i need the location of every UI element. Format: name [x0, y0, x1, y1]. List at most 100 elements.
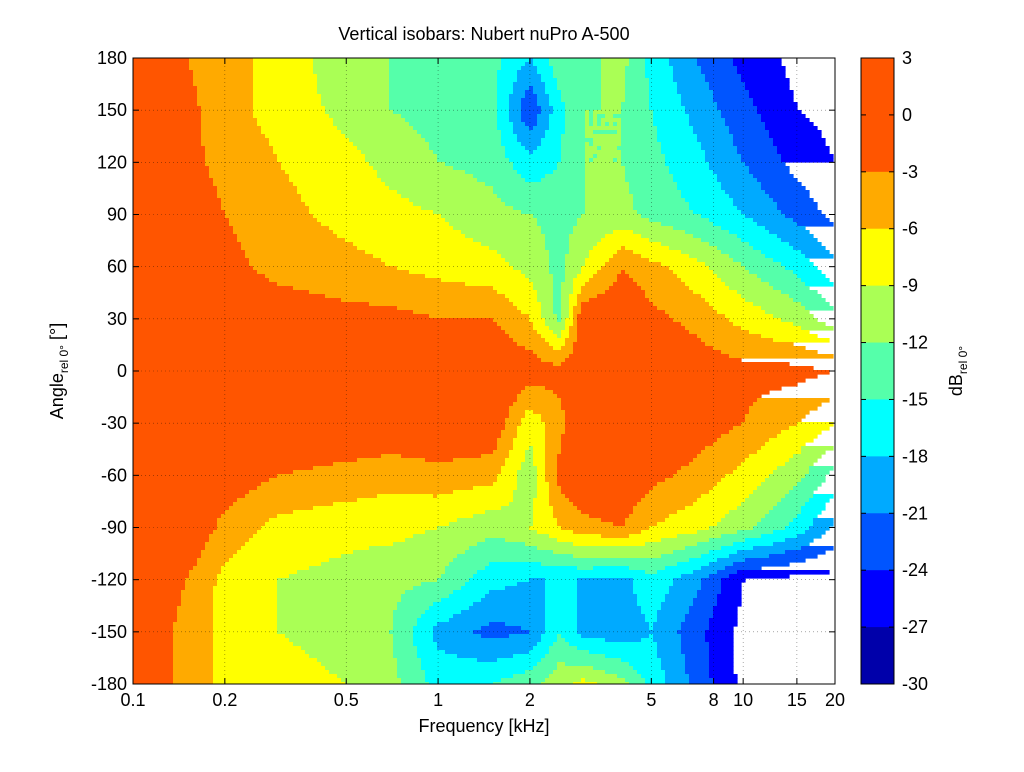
contour-cell [753, 102, 798, 107]
contour-cell [313, 70, 390, 75]
contour-cell [413, 638, 434, 643]
contour-cell [781, 498, 810, 503]
contour-cell [549, 498, 570, 503]
contour-cell [573, 230, 614, 235]
contour-cell [497, 658, 542, 663]
contour-cell [505, 202, 586, 207]
contour-cell [757, 450, 802, 455]
contour-cell [697, 590, 722, 595]
contour-cell [577, 314, 670, 319]
contour-cell [425, 274, 526, 279]
contour-cell [393, 622, 418, 627]
contour-cell [533, 126, 550, 131]
contour-cell [193, 566, 222, 571]
contour-cell [505, 586, 546, 591]
contour-cell [565, 102, 602, 107]
contour-cell [369, 302, 514, 307]
contour-cell [277, 590, 406, 595]
contour-cell [477, 658, 498, 663]
contour-cell [209, 170, 286, 175]
contour-plot-area [133, 58, 834, 684]
contour-cell [461, 610, 546, 615]
contour-cell [537, 98, 550, 103]
contour-cell [277, 578, 438, 583]
contour-cell [177, 606, 214, 611]
contour-cell [577, 578, 634, 583]
contour-cell [645, 570, 658, 575]
contour-cell [213, 178, 290, 183]
contour-cell [585, 150, 622, 155]
contour-cell [733, 198, 774, 203]
contour-cell [705, 342, 794, 347]
contour-cell [445, 566, 486, 571]
contour-cell [213, 630, 278, 635]
contour-cell [729, 574, 790, 579]
contour-cell [689, 610, 714, 615]
contour-cell [585, 110, 590, 115]
contour-cell [473, 630, 530, 635]
contour-cell [593, 246, 622, 251]
contour-cell [645, 542, 698, 547]
contour-cell [625, 78, 650, 83]
contour-cell [225, 510, 294, 515]
contour-cell [545, 474, 558, 479]
contour-cell [329, 226, 454, 231]
contour-cell [277, 618, 394, 623]
contour-cell [717, 178, 758, 183]
contour-cell [645, 70, 674, 75]
contour-cell [805, 306, 834, 311]
contour-cell [433, 602, 474, 607]
contour-cell [693, 602, 718, 607]
contour-cell [397, 306, 518, 311]
contour-cell [525, 410, 534, 415]
contour-cell [521, 626, 546, 631]
contour-cell [205, 150, 274, 155]
contour-cell [577, 602, 638, 607]
contour-cell [569, 314, 574, 319]
contour-cell [301, 194, 402, 199]
contour-cell [565, 258, 586, 263]
contour-cell [493, 186, 586, 191]
contour-cell [577, 626, 650, 631]
contour-cell [625, 270, 674, 275]
contour-cell [533, 498, 550, 503]
contour-cell [201, 106, 254, 111]
contour-cell [133, 458, 358, 463]
contour-cell [573, 278, 590, 283]
contour-cell [553, 306, 562, 311]
contour-cell [537, 642, 554, 647]
contour-cell [517, 398, 562, 403]
contour-cell [717, 558, 746, 563]
contour-cell [669, 266, 710, 271]
contour-cell [537, 482, 550, 487]
contour-cell [549, 262, 566, 267]
contour-cell [537, 466, 546, 471]
contour-cell [773, 338, 830, 343]
contour-cell [253, 98, 322, 103]
contour-cell [333, 462, 506, 467]
contour-cell [685, 198, 734, 203]
contour-cell [769, 282, 806, 287]
contour-cell [653, 622, 682, 627]
contour-cell [513, 130, 546, 135]
contour-cell [693, 130, 730, 135]
contour-cell [321, 562, 450, 567]
contour-cell [633, 230, 686, 235]
contour-cell [173, 678, 214, 683]
contour-cell [405, 590, 454, 595]
contour-cell [761, 278, 802, 283]
contour-cell [329, 114, 402, 119]
contour-cell [729, 554, 770, 559]
contour-cell [133, 158, 206, 163]
contour-cell [585, 210, 638, 215]
contour-cell [561, 94, 602, 99]
contour-cell [557, 474, 674, 479]
contour-cell [133, 170, 210, 175]
contour-cell [501, 58, 530, 63]
contour-cell [173, 638, 214, 643]
contour-cell [549, 126, 566, 131]
contour-cell [573, 554, 662, 559]
contour-cell [545, 86, 558, 91]
contour-cell [277, 514, 474, 519]
contour-cell [773, 142, 826, 147]
